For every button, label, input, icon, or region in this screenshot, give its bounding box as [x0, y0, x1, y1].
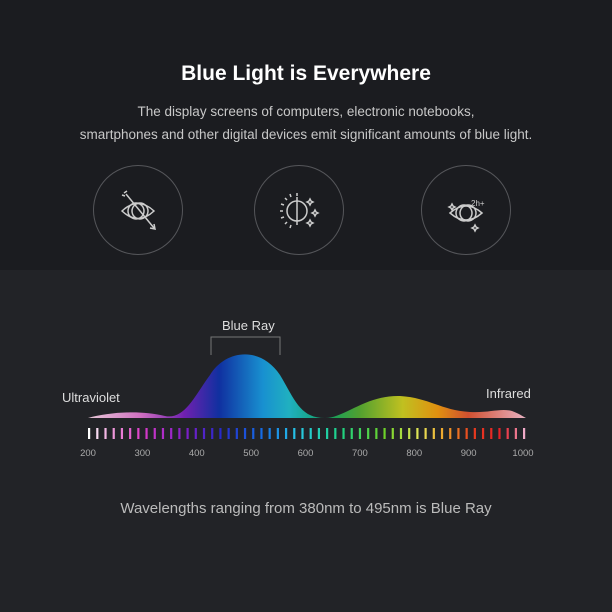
wavelength-tick	[104, 428, 107, 439]
icon-circle-eye-arrow	[93, 165, 183, 255]
subtitle-line-1: The display screens of computers, electr…	[137, 104, 475, 119]
wavelength-tick	[129, 428, 132, 439]
wavelength-tick	[186, 428, 189, 439]
wavelength-tick	[334, 428, 337, 439]
axis-tick-label: 700	[351, 448, 368, 459]
wavelength-tick	[235, 428, 238, 439]
wavelength-tick	[350, 428, 353, 439]
spectrum-curve	[88, 354, 526, 418]
wavelength-tick	[317, 428, 321, 439]
wavelength-tick	[358, 428, 362, 439]
wavelength-tick	[326, 428, 329, 439]
wavelength-tick	[161, 428, 165, 439]
wavelength-tick	[383, 428, 386, 439]
axis-tick-label: 400	[188, 448, 205, 459]
eye-2h-icon: 2h+	[447, 199, 485, 233]
wavelength-tick	[137, 428, 140, 439]
sun-brightness-icon	[280, 193, 320, 229]
wavelength-tick	[391, 428, 394, 439]
subtitle-line-2: smartphones and other digital devices em…	[79, 127, 533, 142]
axis-tick-label: 600	[297, 448, 314, 459]
infrared-label: Infrared	[486, 386, 531, 401]
wavelength-tick	[523, 428, 526, 439]
axis-tick-label: 800	[406, 448, 423, 459]
wavelength-tick	[120, 428, 124, 439]
wavelength-tick	[498, 428, 501, 439]
wavelength-tick	[268, 428, 271, 439]
wavelength-tick	[276, 428, 279, 439]
wavelength-tick	[194, 428, 197, 439]
wavelength-ticks	[88, 428, 526, 439]
wavelength-tick	[432, 428, 435, 439]
wavelength-tick	[375, 428, 378, 439]
icon-circle-eye-2h: 2h+	[421, 165, 511, 255]
axis-tick-label: 300	[134, 448, 151, 459]
axis-tick-label: 1000	[512, 448, 534, 459]
ultraviolet-label: Ultraviolet	[62, 390, 120, 405]
wavelength-tick	[202, 428, 206, 439]
wavelength-tick	[260, 428, 263, 439]
wavelength-tick	[178, 428, 181, 439]
wavelength-tick	[367, 428, 370, 439]
wavelength-tick	[440, 428, 444, 439]
page-title: Blue Light is Everywhere	[181, 62, 431, 85]
axis-tick-label: 200	[80, 448, 96, 459]
wavelength-tick	[252, 428, 255, 439]
wavelength-tick	[88, 428, 91, 439]
wavelength-tick	[309, 428, 312, 439]
wavelength-tick	[408, 428, 411, 439]
wavelength-tick	[490, 428, 493, 439]
wavelength-tick	[170, 428, 173, 439]
wavelength-tick	[399, 428, 403, 439]
2h-label: 2h+	[471, 199, 485, 208]
footer-caption: Wavelengths ranging from 380nm to 495nm …	[120, 500, 492, 517]
wavelength-tick	[457, 428, 460, 439]
wavelength-tick	[219, 428, 222, 439]
icon-circle-sun	[254, 165, 344, 255]
blue-ray-label: Blue Ray	[222, 318, 275, 333]
wavelength-tick	[301, 428, 304, 439]
wavelength-tick	[153, 428, 156, 439]
wavelength-tick	[514, 428, 517, 439]
wavelength-tick	[449, 428, 452, 439]
wavelength-tick	[284, 428, 288, 439]
wavelength-tick	[506, 428, 509, 439]
eye-arrow-icon	[120, 190, 156, 230]
wavelength-tick	[145, 428, 148, 439]
wavelength-tick	[112, 428, 115, 439]
wavelength-tick	[424, 428, 427, 439]
wavelength-tick	[465, 428, 468, 439]
wavelength-tick	[293, 428, 296, 439]
blue-ray-bracket	[210, 336, 281, 355]
wavelength-tick	[243, 428, 247, 439]
wavelength-tick	[96, 428, 99, 439]
wavelength-tick	[227, 428, 230, 439]
wavelength-tick	[342, 428, 345, 439]
wavelength-tick	[473, 428, 476, 439]
wavelength-tick	[211, 428, 214, 439]
wavelength-tick	[481, 428, 485, 439]
spectrum-section	[0, 270, 612, 612]
axis-tick-label: 900	[460, 448, 477, 459]
wavelength-tick	[416, 428, 419, 439]
axis-tick-label: 500	[243, 448, 260, 459]
